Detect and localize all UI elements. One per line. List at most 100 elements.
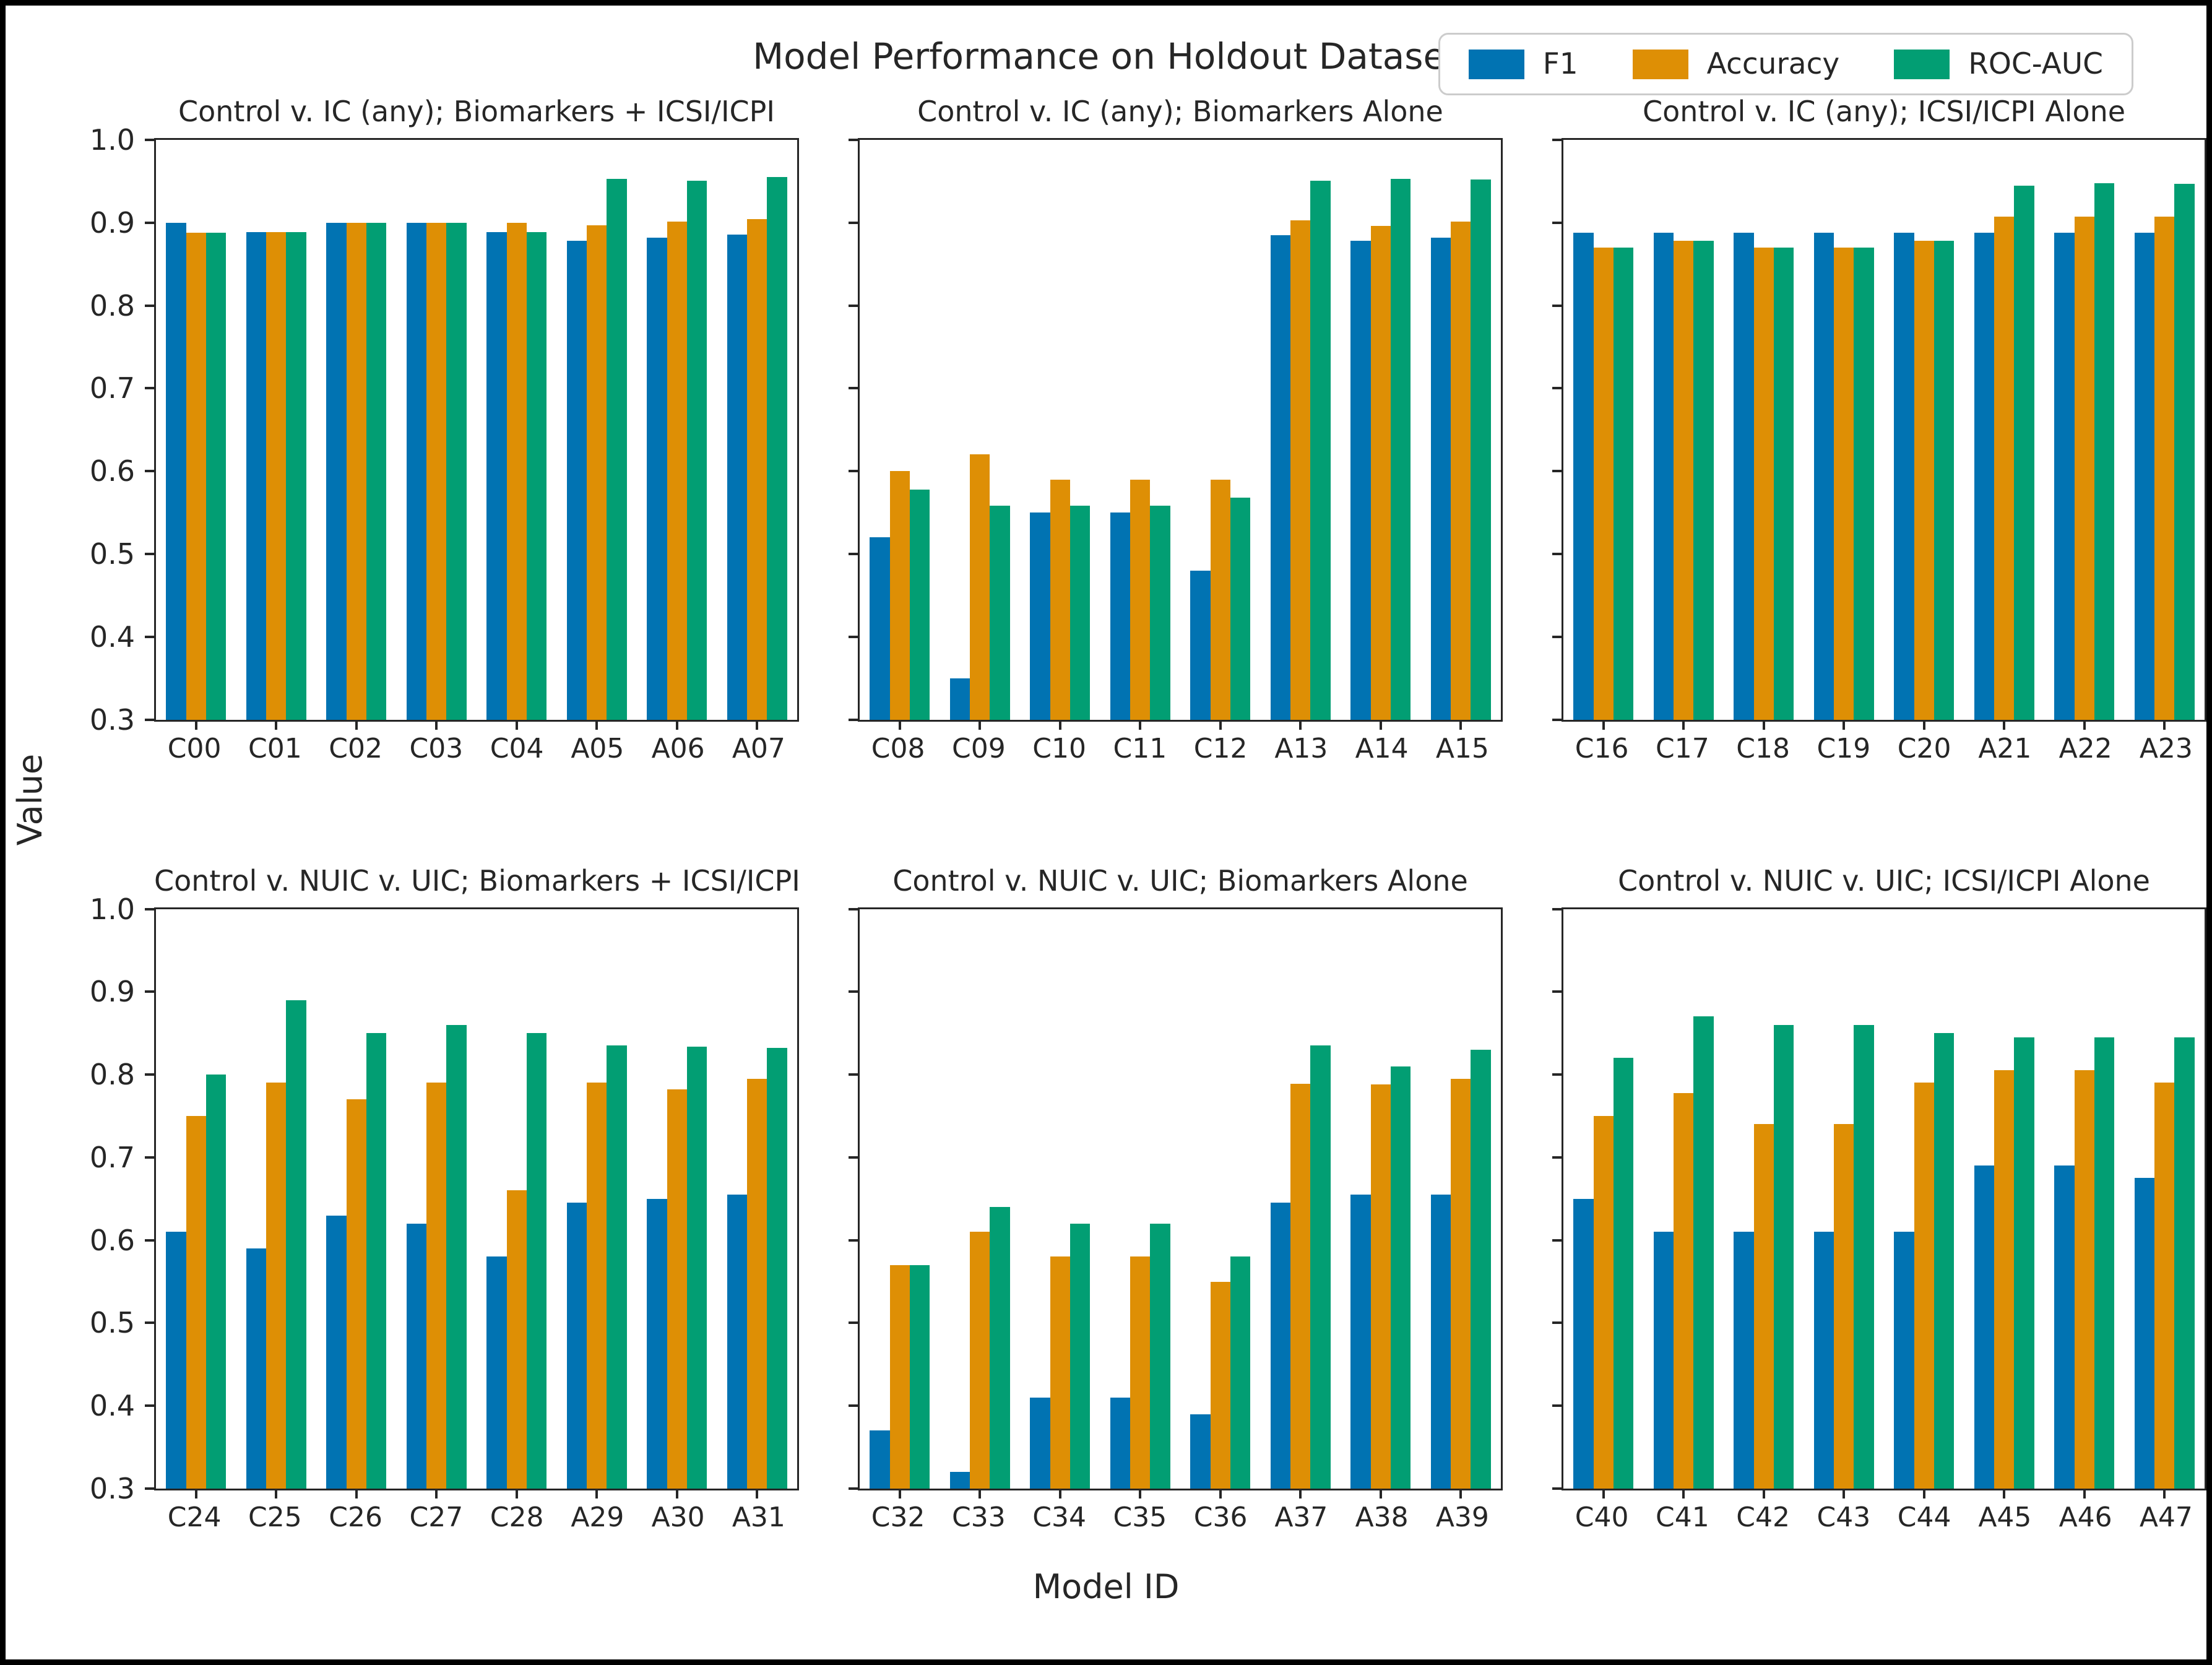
bar-roc-auc <box>1069 1223 1091 1489</box>
y-tick-label: 0.8 <box>89 288 135 322</box>
bar-roc-auc <box>446 1024 467 1489</box>
bar-group-C40 <box>1563 909 1644 1489</box>
bar-roc-auc <box>909 489 930 720</box>
x-tick-label: C08 <box>871 732 925 764</box>
x-tick-label: C24 <box>167 1502 222 1533</box>
y-tick-mark <box>145 387 156 390</box>
y-tick-mark <box>849 1321 860 1325</box>
bar-group-C09 <box>940 140 1021 720</box>
x-tick-mark <box>1602 719 1605 730</box>
bar-f1 <box>949 678 970 720</box>
x-tick-mark <box>515 1489 518 1499</box>
bar-accuracy <box>1370 1084 1391 1489</box>
x-tick-label: A46 <box>2059 1502 2112 1533</box>
bar-roc-auc <box>2094 183 2115 720</box>
y-tick-mark <box>849 470 860 473</box>
y-tick-label: 0.4 <box>89 1389 135 1423</box>
bar-accuracy <box>747 219 767 720</box>
y-tick-label: 0.6 <box>89 454 135 488</box>
bar-f1 <box>486 231 507 720</box>
x-tick-mark <box>275 1489 278 1499</box>
x-tick-mark <box>979 719 982 730</box>
legend-label: Accuracy <box>1706 47 1840 81</box>
bar-roc-auc <box>526 1033 547 1489</box>
bar-accuracy <box>1593 1115 1614 1489</box>
legend-item-roc-auc: ROC-AUC <box>1894 47 2103 81</box>
x-tick-label: C00 <box>167 732 222 764</box>
bar-group-C03 <box>397 140 477 720</box>
x-tick-label: A23 <box>2139 732 2193 764</box>
bar-roc-auc <box>1613 1058 1634 1489</box>
y-tick-mark <box>145 470 156 473</box>
x-tick-mark <box>1459 1489 1462 1499</box>
bar-accuracy <box>1130 479 1151 720</box>
bar-accuracy <box>1914 241 1934 720</box>
bar-accuracy <box>970 454 990 720</box>
y-tick-mark <box>1552 1239 1563 1242</box>
x-tick-label: C10 <box>1032 732 1086 764</box>
bar-roc-auc <box>1773 247 1794 720</box>
subplot-title: Control v. IC (any); ICSI/ICPI Alone <box>1642 95 2126 128</box>
x-tick-mark <box>275 719 278 730</box>
y-tick-mark <box>849 387 860 390</box>
y-tick-mark <box>1552 1156 1563 1159</box>
x-tick-label: C35 <box>1113 1502 1167 1533</box>
x-tick-label: C03 <box>409 732 464 764</box>
bar-accuracy <box>2074 1070 2094 1489</box>
x-tick-label: C34 <box>1032 1502 1086 1533</box>
x-tick-mark <box>1922 719 1925 730</box>
x-tick-mark <box>756 1489 759 1499</box>
y-tick-mark <box>849 1239 860 1242</box>
bar-roc-auc <box>1069 506 1091 720</box>
x-tick-label: A22 <box>2059 732 2112 764</box>
bar-group-C27 <box>397 909 477 1489</box>
y-tick-mark <box>1552 907 1563 910</box>
bar-accuracy <box>1834 247 1854 720</box>
y-tick-mark <box>849 635 860 638</box>
bar-accuracy <box>1753 1124 1774 1489</box>
x-tick-label: C32 <box>871 1502 925 1533</box>
bar-accuracy <box>1834 1124 1854 1489</box>
bar-group-C36 <box>1180 909 1261 1489</box>
bar-accuracy <box>346 1099 366 1489</box>
bar-group-C19 <box>1804 140 1885 720</box>
bar-group-C08 <box>860 140 940 720</box>
bar-group-C41 <box>1644 909 1724 1489</box>
x-tick-label: C20 <box>1897 732 1951 764</box>
axes <box>1552 138 2206 730</box>
bar-roc-auc <box>1613 247 1634 720</box>
y-tick-label: 0.5 <box>89 1306 135 1340</box>
y-tick-mark <box>849 1404 860 1408</box>
bar-accuracy <box>1050 479 1070 720</box>
bar-accuracy <box>266 231 287 720</box>
bar-f1 <box>1813 232 1834 720</box>
bar-roc-auc <box>1693 1016 1714 1489</box>
bar-f1 <box>2134 232 2155 720</box>
x-tick-labels: C00 C01 C02 C03 C04 A05 A06 A07 <box>154 722 799 768</box>
y-tick-mark <box>145 907 156 910</box>
bar-f1 <box>326 1215 347 1489</box>
bar-roc-auc <box>1773 1024 1794 1489</box>
bar-f1 <box>1653 232 1674 720</box>
x-tick-label: C33 <box>952 1502 1006 1533</box>
bar-f1 <box>1573 232 1594 720</box>
legend-swatch-f1 <box>1468 49 1524 79</box>
x-tick-mark <box>1058 1489 1061 1499</box>
bar-f1 <box>1030 512 1050 720</box>
y-tick-label: 0.3 <box>89 703 135 737</box>
y-tick-mark <box>849 1156 860 1159</box>
bar-roc-auc <box>2014 185 2034 720</box>
x-tick-mark <box>1219 1489 1222 1499</box>
y-tick-label: 0.9 <box>89 975 135 1009</box>
bar-accuracy <box>1994 217 2015 720</box>
y-tick-mark <box>849 907 860 910</box>
x-tick-mark <box>1682 719 1685 730</box>
y-tick-mark <box>145 990 156 993</box>
bar-roc-auc <box>1230 497 1251 720</box>
bar-f1 <box>727 1195 748 1489</box>
bar-roc-auc <box>526 231 547 720</box>
y-tick-mark <box>145 1239 156 1242</box>
x-tick-label: A06 <box>651 732 705 764</box>
bar-f1 <box>326 222 347 720</box>
bar-group-C16 <box>1563 140 1644 720</box>
